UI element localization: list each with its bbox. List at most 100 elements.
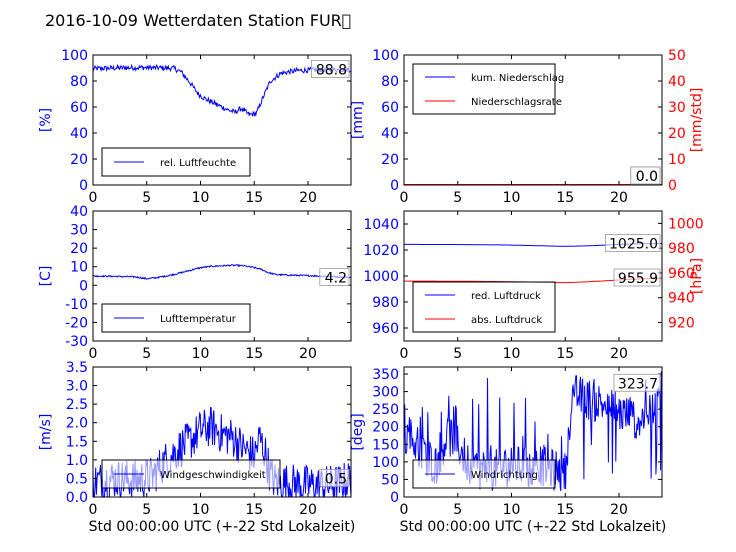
x-axis-label-left: Std 00:00:00 UTC (+-22 Std Lokalzeit): [89, 519, 356, 535]
y-axis-label: [deg]: [350, 413, 366, 450]
legend: Windgeschwindigkeit: [101, 459, 281, 489]
y-tick-label: 0: [79, 178, 88, 194]
x-tick-label: 15: [245, 346, 263, 362]
axes-frame: [403, 366, 663, 498]
x-tick-label: 5: [453, 190, 462, 206]
y-tick-label: 20: [70, 152, 88, 168]
value-annotation: 955.9: [618, 271, 658, 287]
y-tick-label: 2.5: [66, 397, 88, 413]
x-tick-label: 5: [142, 346, 151, 362]
x-tick-label: 15: [556, 502, 574, 518]
y-tick-label: 40: [70, 126, 88, 142]
y2-tick-label: 40: [668, 74, 686, 90]
axes-frame: [403, 54, 663, 186]
y-axis-label: [%]: [38, 108, 54, 132]
x-tick-label: 15: [556, 190, 574, 206]
value-annotation: 4.2: [325, 270, 347, 286]
y-tick-label: 0.0: [66, 490, 88, 506]
legend-label: Niederschlagsrate: [471, 97, 562, 108]
legend-label: rel. Luftfeuchte: [160, 158, 236, 169]
y-tick-label: 1020: [363, 243, 399, 259]
value-annotation-box: [613, 373, 661, 392]
value-annotation-box: [613, 268, 661, 287]
y-tick-label: 0: [390, 178, 399, 194]
y-tick-label: 40: [381, 126, 399, 142]
y-tick-label: -30: [65, 334, 88, 350]
y-tick-label: 1000: [363, 269, 399, 285]
y-tick-label: 960: [372, 321, 399, 337]
y2-axis-label: [mm/std]: [689, 88, 705, 153]
y-tick-label: 100: [372, 455, 399, 471]
legend: Windrichtung: [412, 459, 556, 489]
y2-tick-label: 980: [668, 241, 695, 257]
y2-tick-label: 960: [668, 266, 695, 282]
x-tick-label: 10: [192, 190, 210, 206]
legend-box: [412, 281, 556, 333]
x-tick-label: 0: [400, 502, 409, 518]
figure-title: 2016-10-09 Wetterdaten Station FUR : [45, 11, 351, 30]
y-tick-label: 350: [372, 367, 399, 383]
x-axis-label-right: Std 00:00:00 UTC (+-22 Std Lokalzeit): [400, 519, 667, 535]
y2-tick-label: 940: [668, 291, 695, 307]
y-axis-label: [m/s]: [38, 414, 54, 451]
panel-windspeed: 0 5 10 15 20 0.0 0.5 1.0 1.5 2.0 2.5 3.0 3.5 [m/s] Win…: [38, 360, 352, 518]
legend: rel. Luftfeuchte: [101, 147, 251, 177]
y-tick-label: 0: [390, 490, 399, 506]
y-tick-label: 80: [70, 74, 88, 90]
panel-pressure: 0 5 10 15 20 960 980 1000 1020 1040 920 940 960 980 10…: [363, 210, 705, 362]
y-tick-label: 20: [381, 152, 399, 168]
value-annotation: 323.7: [618, 376, 658, 392]
x-tick-label: 10: [192, 502, 210, 518]
legend-label: Windgeschwindigkeit: [160, 470, 266, 481]
x-tick-label: 20: [610, 346, 628, 362]
value-annotation: 1025.0: [609, 237, 658, 253]
y2-tick-label: 1000: [668, 216, 704, 232]
y-tick-label: 300: [372, 385, 399, 401]
y2-tick-label: 20: [668, 126, 686, 142]
y-tick-label: 0.5: [66, 471, 88, 487]
axes-frame: [92, 54, 352, 186]
x-tick-label: 5: [142, 190, 151, 206]
y2-axis-label: [hPa]: [689, 258, 705, 294]
y-tick-label: -20: [65, 315, 88, 331]
y-tick-label: 1.0: [66, 453, 88, 469]
x-tick-label: 5: [142, 502, 151, 518]
y-tick-label: 60: [381, 100, 399, 116]
x-tick-label: 20: [299, 502, 317, 518]
y-tick-label: 60: [70, 100, 88, 116]
legend-label: Windrichtung: [471, 470, 538, 481]
y-tick-label: 1.5: [66, 434, 88, 450]
legend-label: kum. Niederschlag: [471, 73, 564, 84]
legend-box: [412, 63, 556, 115]
x-tick-label: 0: [89, 190, 98, 206]
y-tick-label: 200: [372, 420, 399, 436]
legend-label: abs. Luftdruck: [471, 315, 542, 326]
y-axis-label: [C]: [38, 266, 54, 287]
value-annotation-box: [310, 60, 350, 78]
x-tick-label: 0: [400, 190, 409, 206]
y-tick-label: 10: [70, 260, 88, 276]
x-tick-label: 0: [89, 502, 98, 518]
panel-precipitation: 0 5 10 15 20 0 20 40 60 80 100 0 10 20 30 40 50 [mm] [mm/s…: [350, 48, 705, 206]
x-tick-label: 0: [400, 346, 409, 362]
x-tick-label: 10: [503, 190, 521, 206]
x-tick-label: 20: [299, 346, 317, 362]
y-tick-label: 3.0: [66, 379, 88, 395]
y2-tick-label: 30: [668, 100, 686, 116]
value-annotation: 0.0: [636, 169, 658, 185]
panel-winddirection: 0 5 10 15 20050100150200250300350[deg]Windri…: [350, 366, 663, 518]
y-tick-label: 3.5: [66, 360, 88, 376]
value-annotation-box: [630, 166, 661, 185]
x-tick-label: 15: [245, 502, 263, 518]
x-tick-label: 5: [453, 346, 462, 362]
y-axis-label: [mm]: [350, 101, 366, 139]
panel-humidity: 0 5 10 15 20 0 20 40 60 80 100 [%] rel. Luftfeuchte 8…: [38, 48, 352, 206]
x-tick-label: 20: [610, 502, 628, 518]
value-annotation-box: [319, 268, 350, 286]
series-line-winddirection-0: [403, 371, 663, 491]
y2-tick-label: 920: [668, 315, 695, 331]
y-tick-label: 150: [372, 437, 399, 453]
y-tick-label: 980: [372, 295, 399, 311]
y2-tick-label: 0: [668, 178, 677, 194]
x-tick-label: 15: [556, 346, 574, 362]
